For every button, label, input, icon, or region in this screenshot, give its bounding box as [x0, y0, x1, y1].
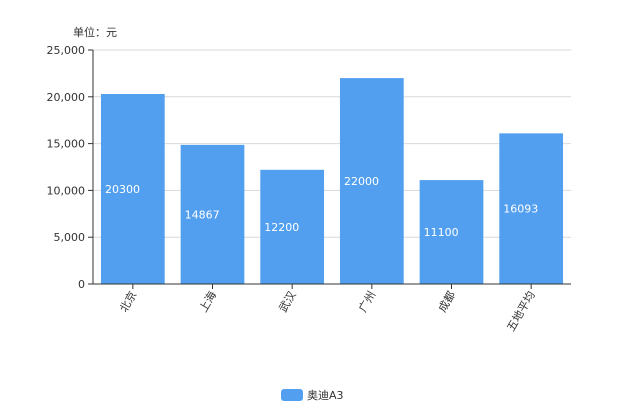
x-axis-ticks: 北京 上海 武汉 广州 成都 五地平均 [116, 284, 538, 334]
bar[interactable] [180, 144, 245, 284]
y-tick-label: 15,000 [47, 138, 86, 151]
legend-label[interactable]: 奥迪A3 [307, 388, 344, 402]
bar-data-label: 14867 [185, 208, 220, 221]
bar[interactable] [419, 180, 484, 284]
bar-data-label: 22000 [344, 175, 379, 188]
legend-swatch[interactable] [281, 389, 303, 401]
bars [100, 78, 564, 284]
x-tick-label: 成都 [436, 289, 458, 315]
bar[interactable] [260, 169, 325, 284]
x-tick-label: 广州 [356, 289, 378, 315]
bar-data-label: 12200 [264, 221, 299, 234]
y-tick-label: 5,000 [54, 231, 86, 244]
axes [92, 50, 571, 285]
x-tick-label: 五地平均 [505, 289, 538, 334]
y-tick-label: 0 [78, 278, 85, 291]
x-tick-label: 北京 [116, 289, 139, 315]
bar-data-label: 20300 [105, 183, 140, 196]
bar[interactable] [339, 78, 404, 284]
legend[interactable]: 奥迪A3 [281, 388, 344, 402]
x-tick-label: 上海 [196, 289, 219, 315]
bar[interactable] [499, 133, 564, 284]
y-tick-label: 25,000 [47, 44, 86, 57]
y-axis-ticks: 0 5,000 10,000 15,000 20,000 25,000 [47, 44, 93, 291]
bar-data-label: 11100 [424, 226, 459, 239]
bar[interactable] [100, 93, 165, 284]
unit-label: 单位：元 [73, 25, 117, 39]
data-labels: 20300 14867 12200 22000 11100 16093 [105, 175, 538, 239]
bar-data-label: 16093 [503, 203, 538, 216]
x-tick-label: 武汉 [277, 289, 299, 315]
y-tick-label: 10,000 [47, 184, 86, 197]
y-tick-label: 20,000 [47, 91, 86, 104]
grid-lines [93, 49, 571, 238]
